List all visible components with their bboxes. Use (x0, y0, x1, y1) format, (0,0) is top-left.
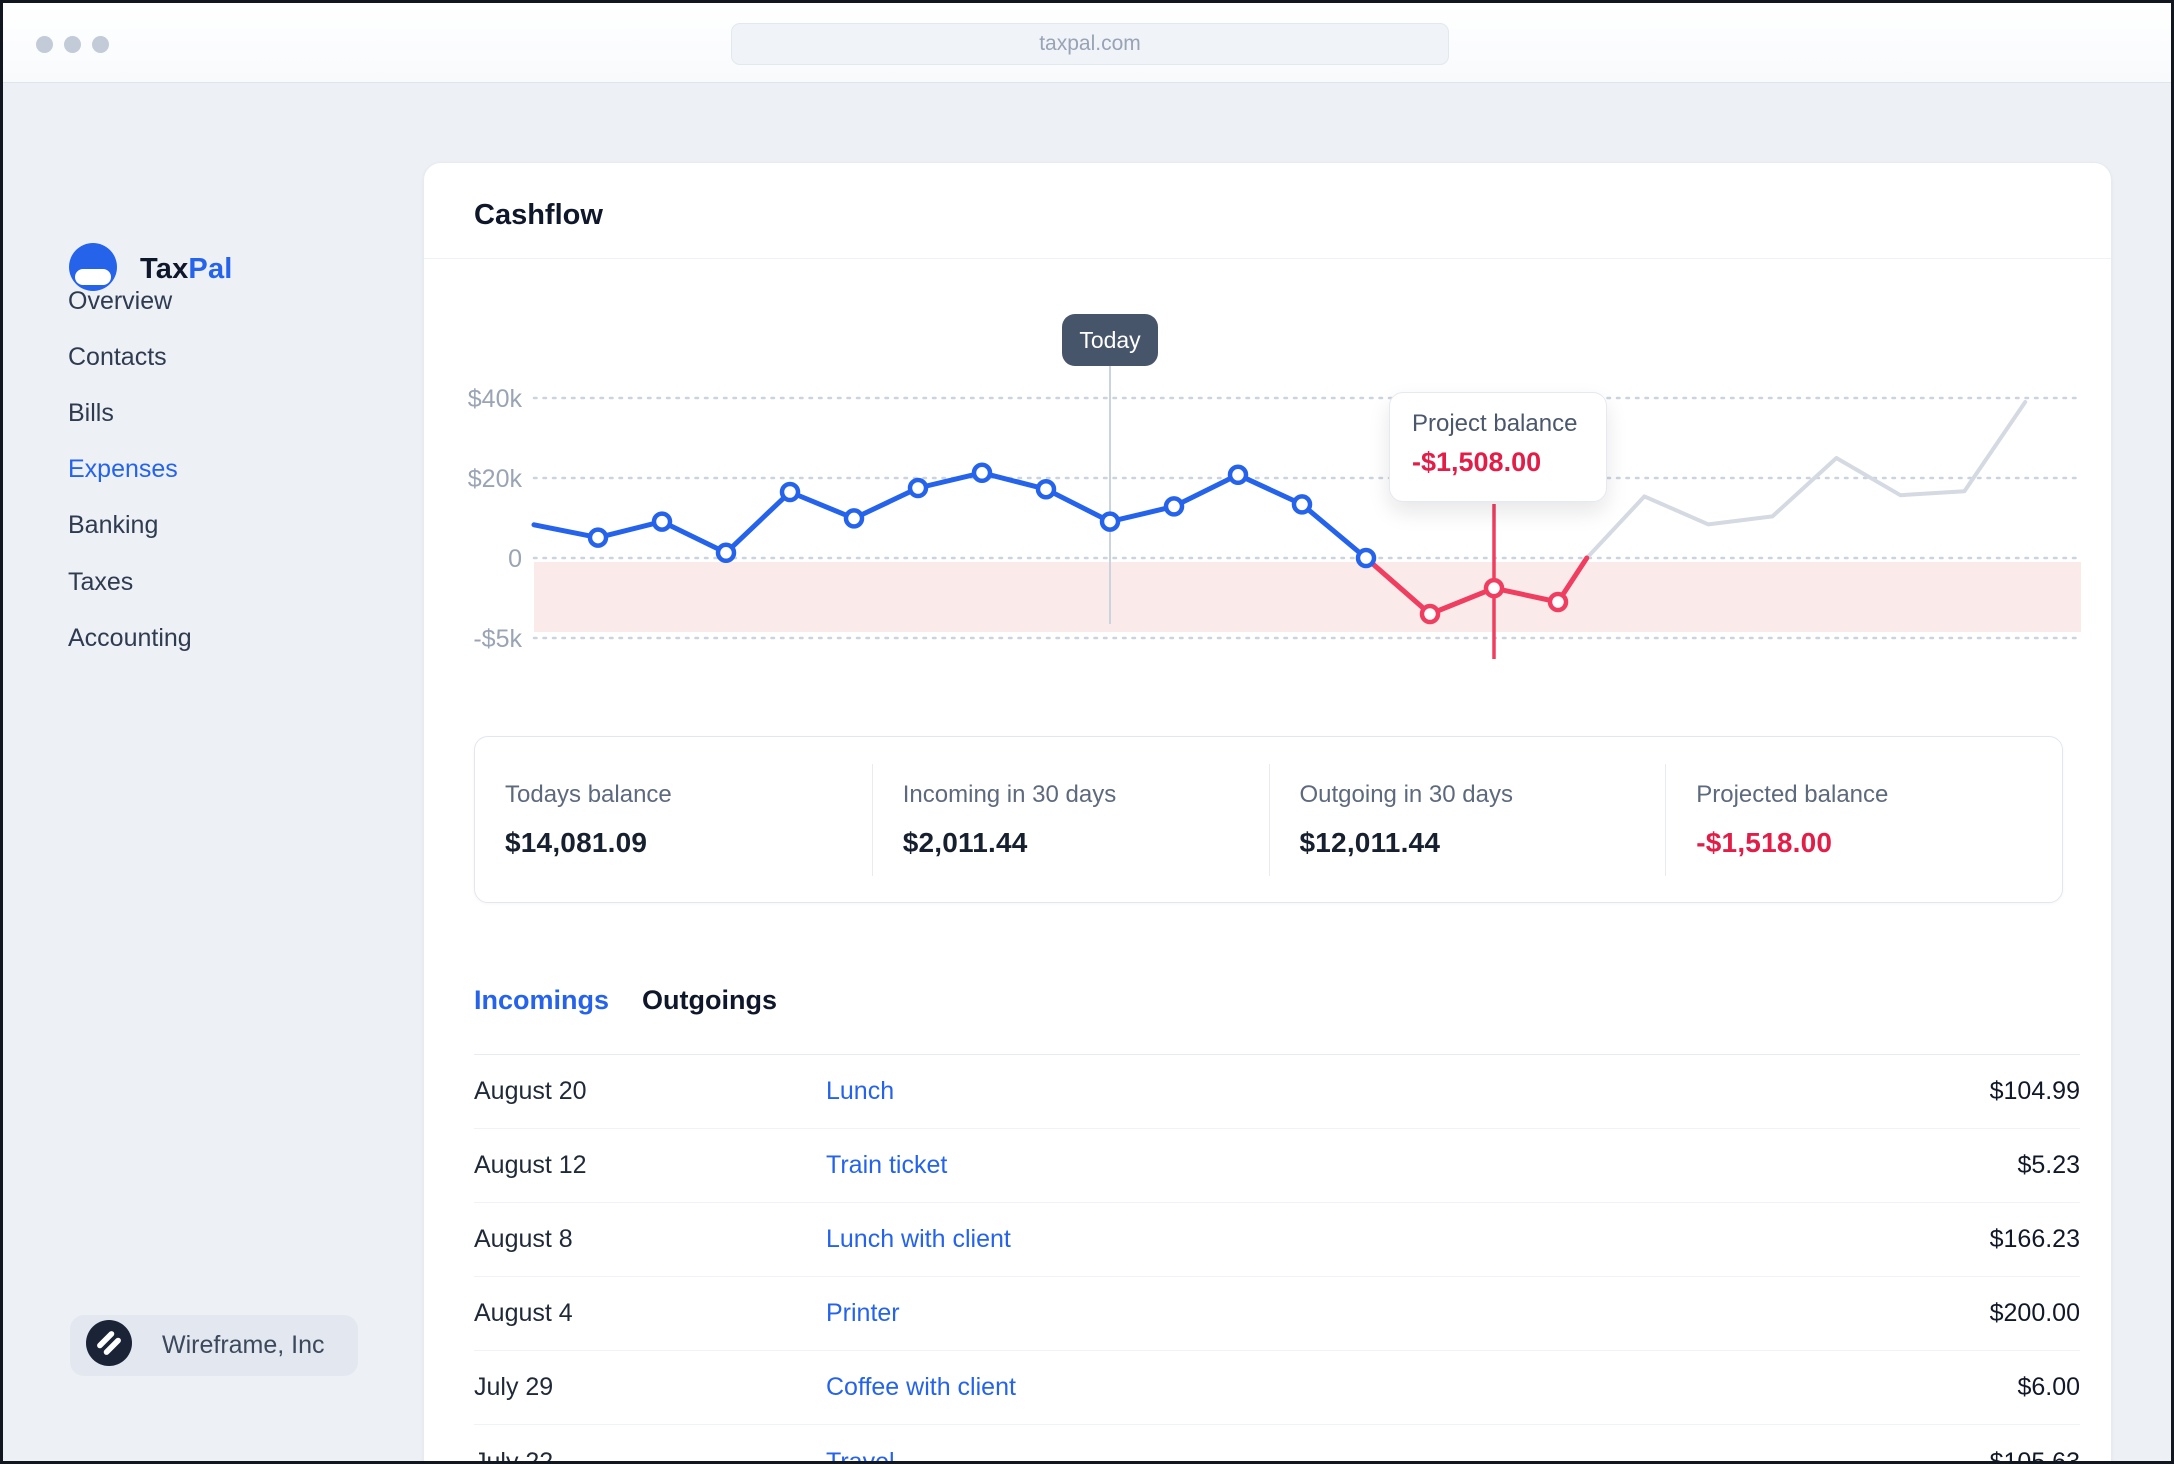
sidebar-item-expenses[interactable]: Expenses (68, 455, 178, 484)
tx-amount: $6.00 (2017, 1373, 2080, 1401)
brand: TaxPal (69, 243, 233, 296)
balance-summary-strip: Todays balance $14,081.09 Incoming in 30… (474, 736, 2063, 903)
summary-outgoing-30-days: Outgoing in 30 days $12,011.44 (1268, 763, 1666, 876)
taxpal-logo-icon (69, 243, 117, 296)
browser-topbar: taxpal.com (3, 3, 2171, 83)
tx-description-link[interactable]: Coffee with client (826, 1373, 1016, 1401)
window-control-dot[interactable] (92, 36, 109, 53)
table-row: July 22 Travel $105.63 (474, 1425, 2080, 1464)
tx-description-link[interactable]: Lunch (826, 1077, 895, 1105)
url-bar[interactable]: taxpal.com (731, 23, 1449, 65)
sidebar-item-overview[interactable]: Overview (68, 286, 173, 315)
header-divider (424, 258, 2111, 259)
tooltip-label: Project balance (1412, 410, 1578, 437)
tx-amount: $105.63 (1989, 1447, 2080, 1464)
tx-description-link[interactable]: Lunch with client (826, 1225, 1011, 1253)
sidebar-item-taxes[interactable]: Taxes (68, 567, 134, 596)
today-marker-badge: Today (1062, 314, 1158, 366)
tooltip-value: -$1,508.00 (1412, 447, 1542, 477)
table-row: August 8 Lunch with client $166.23 (474, 1203, 2080, 1277)
sidebar: TaxPal Overview Contacts Bills Expenses … (3, 83, 423, 1461)
tab-outgoings[interactable]: Outgoings (642, 985, 777, 1015)
tx-description-link[interactable]: Printer (826, 1299, 900, 1327)
table-row: August 12 Train ticket $5.23 (474, 1129, 2080, 1203)
transactions-tabs: Incomings Outgoings (474, 985, 777, 1016)
transactions-table: August 20 Lunch $104.99 August 12 Train … (474, 1054, 2080, 1464)
summary-incoming-30-days: Incoming in 30 days $2,011.44 (871, 763, 1269, 876)
tx-date: July 22 (474, 1447, 554, 1464)
url-text: taxpal.com (1039, 32, 1141, 55)
table-row: July 29 Coffee with client $6.00 (474, 1351, 2080, 1425)
tx-date: July 29 (474, 1373, 554, 1401)
tx-description-link[interactable]: Travel (826, 1447, 895, 1464)
svg-text:-$5k: -$5k (473, 625, 522, 653)
window-control-dot[interactable] (64, 36, 81, 53)
svg-text:$20k: $20k (468, 465, 523, 493)
sidebar-item-accounting[interactable]: Accounting (68, 623, 192, 652)
window-controls (36, 36, 109, 53)
tx-amount: $104.99 (1989, 1077, 2080, 1105)
svg-text:$40k: $40k (468, 385, 523, 413)
tx-date: August 12 (474, 1151, 587, 1179)
workspace-logo-icon (86, 1320, 132, 1371)
sidebar-nav: Overview Contacts Bills Expenses Banking… (68, 273, 192, 666)
sidebar-item-bills[interactable]: Bills (68, 398, 114, 427)
tab-incomings[interactable]: Incomings (474, 985, 610, 1015)
brand-name: TaxPal (140, 253, 233, 285)
sidebar-item-banking[interactable]: Banking (68, 511, 159, 540)
tx-date: August 4 (474, 1299, 573, 1327)
tx-description-link[interactable]: Train ticket (826, 1151, 948, 1179)
tx-date: August 20 (474, 1077, 587, 1105)
tx-amount: $166.23 (1989, 1225, 2080, 1253)
table-row: August 20 Lunch $104.99 (474, 1055, 2080, 1129)
cashflow-chart: $40k $20k 0 -$5k Today Project balance -$1,… (444, 274, 2114, 694)
tx-amount: $5.23 (2017, 1151, 2080, 1179)
svg-text:0: 0 (508, 545, 522, 573)
summary-todays-balance: Todays balance $14,081.09 (505, 780, 672, 858)
workspace-switcher[interactable]: Wireframe, Inc (70, 1315, 358, 1376)
tx-amount: $200.00 (1989, 1299, 2080, 1327)
workspace-name: Wireframe, Inc (162, 1331, 325, 1359)
summary-projected-balance: Projected balance -$1,518.00 (1665, 763, 2062, 876)
page-title: Cashflow (474, 199, 603, 231)
tx-date: August 8 (474, 1225, 573, 1253)
sidebar-item-contacts[interactable]: Contacts (68, 342, 167, 371)
window-control-dot[interactable] (36, 36, 53, 53)
table-row: August 4 Printer $200.00 (474, 1277, 2080, 1351)
cashflow-chart-svg: $40k $20k 0 -$5k (468, 366, 2083, 659)
cashflow-panel: Cashflow $40k $20k 0 -$5k Today Project bal… (423, 162, 2114, 1464)
project-balance-tooltip: Project balance -$1,508.00 (1389, 392, 1607, 502)
